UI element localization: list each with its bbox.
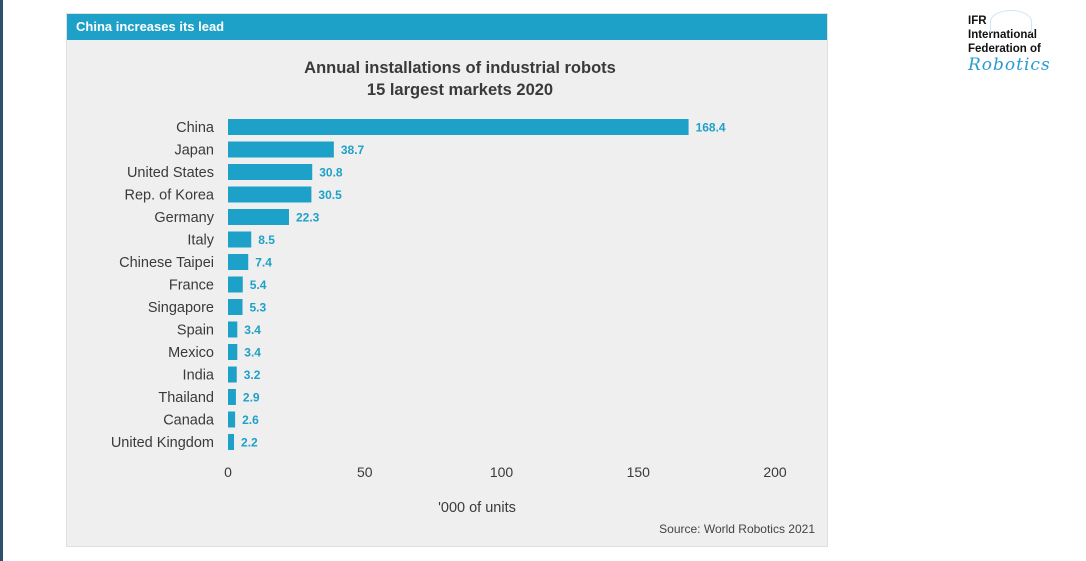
category-label: Rep. of Korea xyxy=(125,188,215,204)
data-label: 30.5 xyxy=(318,188,342,202)
data-label: 7.4 xyxy=(255,256,272,270)
bar xyxy=(228,164,313,180)
x-axis-label: '000 of units xyxy=(438,500,516,516)
data-label: 5.4 xyxy=(250,278,267,292)
chart-title: Annual installations of industrial robot… xyxy=(304,59,616,77)
x-tick-label: 200 xyxy=(763,464,787,480)
bar xyxy=(228,231,252,248)
source-note: Source: World Robotics 2021 xyxy=(659,522,815,536)
bar xyxy=(228,344,238,360)
category-label: Germany xyxy=(154,210,214,226)
category-label: Canada xyxy=(163,413,215,429)
category-label: Singapore xyxy=(148,300,214,316)
bar xyxy=(228,366,237,383)
bar xyxy=(228,299,243,315)
category-label: Chinese Taipei xyxy=(119,255,214,271)
globe-icon xyxy=(990,10,1032,33)
logo-line-1: IFR xyxy=(968,15,987,27)
data-label: 2.9 xyxy=(243,391,260,405)
category-label: United Kingdom xyxy=(111,435,214,451)
category-label: Italy xyxy=(187,233,214,249)
category-label: Mexico xyxy=(168,345,214,361)
data-label: 30.8 xyxy=(319,166,343,180)
left-edge-accent xyxy=(0,0,3,561)
category-label: India xyxy=(183,368,215,384)
data-label: 2.6 xyxy=(242,413,259,427)
category-label: Japan xyxy=(174,143,214,159)
bar xyxy=(228,119,689,135)
data-label: 168.4 xyxy=(696,121,726,135)
x-tick-label: 50 xyxy=(357,464,373,480)
bar-chart: China 168.4 Japan 38.7 United States 30.8 Rep.… xyxy=(111,119,787,516)
category-label: China xyxy=(176,120,215,136)
ifr-logo: IFR International Federation of Robotics xyxy=(968,10,1068,78)
data-label: 22.3 xyxy=(296,211,320,225)
data-label: 5.3 xyxy=(249,301,266,315)
data-label: 3.4 xyxy=(244,346,261,360)
bar xyxy=(228,276,243,293)
data-label: 3.4 xyxy=(244,323,261,337)
slide-panel: China increases its lead Annual installa… xyxy=(67,14,827,546)
category-label: France xyxy=(169,278,214,294)
bar xyxy=(228,411,236,428)
data-label: 2.2 xyxy=(241,436,258,450)
bar xyxy=(228,434,235,450)
bar xyxy=(228,254,249,270)
chart-title-block: Annual installations of industrial robot… xyxy=(67,57,853,101)
chart-subtitle: 15 largest markets 2020 xyxy=(366,81,554,99)
x-tick-label: 0 xyxy=(224,464,232,480)
category-label: United States xyxy=(127,165,214,181)
data-label: 3.2 xyxy=(244,368,261,382)
bar xyxy=(228,389,236,405)
bar xyxy=(228,209,289,225)
category-label: Thailand xyxy=(158,390,214,406)
x-tick-label: 100 xyxy=(490,464,514,480)
logo-line-3: Federation of xyxy=(968,43,1041,55)
data-label: 8.5 xyxy=(258,233,275,247)
category-label: Spain xyxy=(177,323,214,339)
slide-header: China increases its lead xyxy=(67,14,827,40)
bar xyxy=(228,321,238,338)
x-tick-label: 150 xyxy=(627,464,651,480)
bar xyxy=(228,141,334,158)
bar xyxy=(228,186,312,203)
logo-script: Robotics xyxy=(968,55,1051,75)
data-label: 38.7 xyxy=(341,143,365,157)
